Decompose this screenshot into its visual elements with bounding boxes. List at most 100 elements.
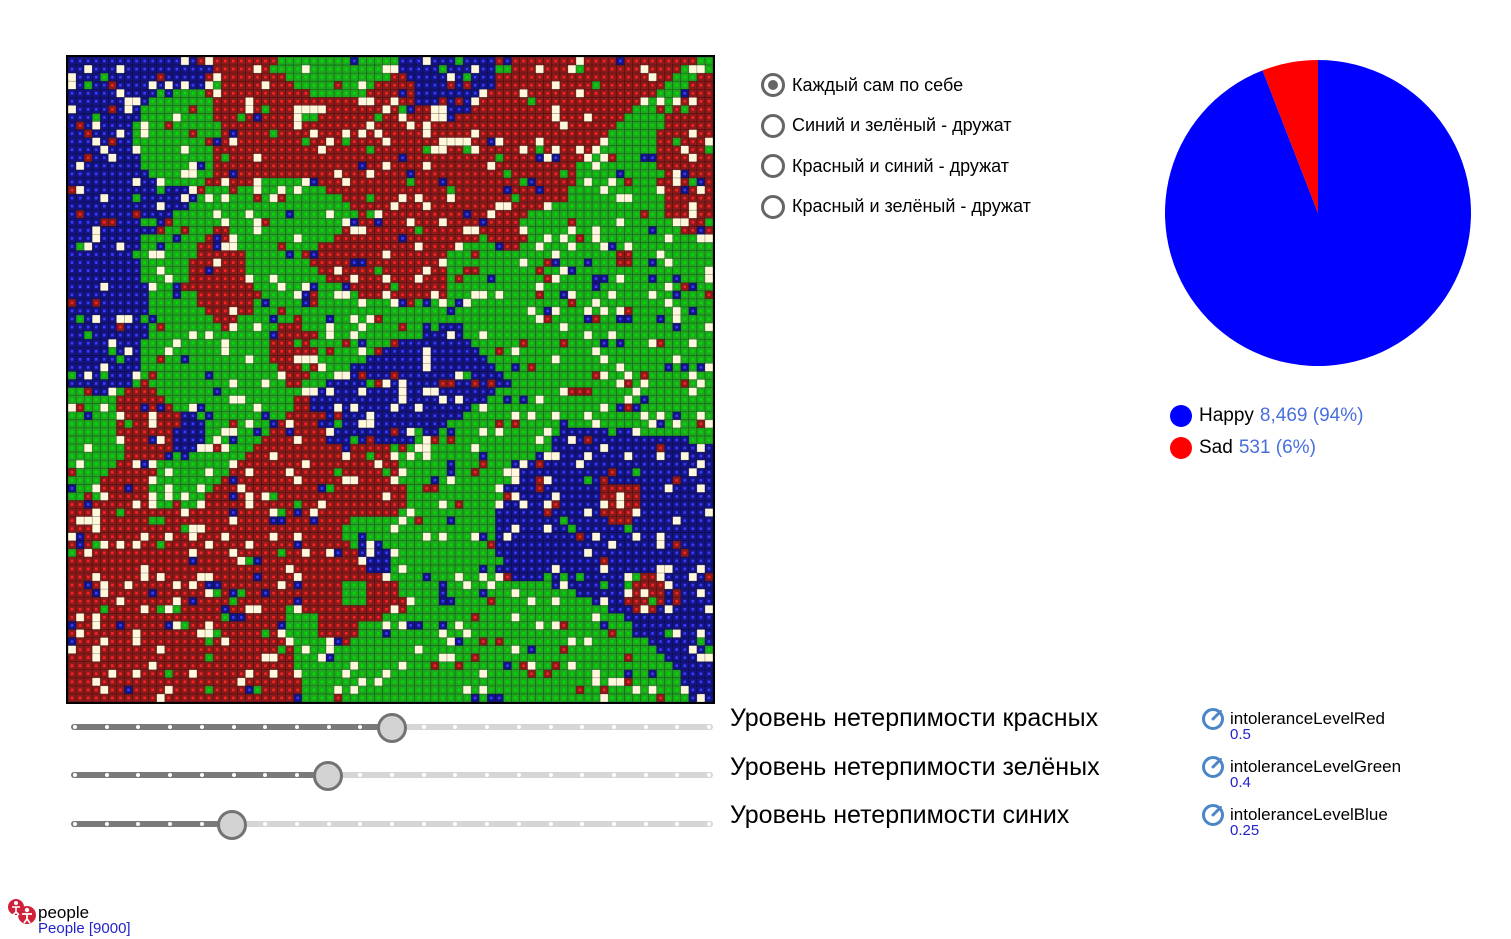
agent-dot	[562, 116, 566, 119]
agent-dot	[489, 108, 493, 111]
agent-dot	[618, 188, 622, 192]
agent-dot	[288, 245, 292, 248]
agent-dot	[498, 132, 501, 135]
agent-dot	[320, 253, 324, 256]
agent-dot	[304, 196, 308, 200]
agent-dot	[135, 124, 138, 127]
agent-dot	[264, 293, 267, 297]
agent-dot	[304, 164, 308, 168]
agent-dot	[207, 140, 211, 143]
agent-dot	[223, 67, 227, 71]
agent-dot	[151, 277, 154, 281]
agent-dot	[167, 285, 171, 289]
agent-dot	[530, 172, 533, 176]
agent-dot	[449, 237, 453, 240]
grid-cell	[350, 315, 359, 324]
agent-dot	[473, 156, 477, 160]
agent-dot	[111, 83, 114, 87]
agent-dot	[481, 172, 485, 176]
agent-dot	[272, 285, 275, 289]
agent-dot	[191, 309, 195, 313]
agent-dot	[457, 132, 461, 135]
agent-dot	[199, 67, 203, 71]
agent-dot	[280, 261, 283, 264]
agent-dot	[336, 180, 340, 184]
agent-dot	[127, 212, 130, 216]
agent-dot	[135, 204, 138, 208]
agent-dot	[554, 132, 558, 135]
grid-cell	[696, 65, 706, 74]
grid-cell	[559, 121, 569, 130]
agent-dot	[675, 253, 679, 256]
agent-dot	[183, 261, 187, 264]
agent-dot	[602, 285, 606, 289]
agent-dot	[207, 212, 211, 216]
agent-dot	[498, 59, 501, 63]
agent-dot	[417, 293, 421, 297]
agent-dot	[627, 212, 630, 216]
agent-dot	[538, 124, 541, 127]
agent-dot	[707, 132, 711, 135]
agent-dot	[385, 124, 388, 127]
agent-dot	[256, 269, 259, 272]
grid-cell	[358, 81, 367, 90]
grid-cell	[414, 242, 424, 251]
grid-cell	[342, 177, 351, 187]
agent-dot	[272, 91, 275, 95]
agent-dot	[683, 212, 687, 216]
agent-dot	[425, 212, 429, 216]
agent-dot	[70, 116, 74, 119]
agent-dot	[691, 196, 695, 200]
agent-dot	[151, 245, 154, 248]
agent-dot	[417, 212, 421, 216]
agent-dot	[667, 188, 670, 192]
agent-dot	[578, 237, 582, 240]
agent-dot	[683, 204, 687, 208]
agent-dot	[441, 293, 445, 297]
agent-dot	[570, 116, 574, 119]
agent-dot	[199, 188, 203, 192]
agent-dot	[70, 140, 74, 143]
agent-dot	[312, 91, 316, 95]
agent-dot	[280, 180, 283, 184]
agent-dot	[119, 253, 122, 256]
agent-dot	[328, 237, 332, 240]
agent-dot	[199, 245, 203, 248]
agent-dot	[175, 180, 179, 184]
agent-dot	[296, 83, 300, 87]
agent-dot	[264, 212, 267, 216]
agent-dot	[465, 212, 469, 216]
agent-dot	[610, 164, 614, 168]
agent-dot	[215, 237, 219, 240]
agent-dot	[699, 301, 703, 305]
agent-dot	[167, 75, 171, 79]
agent-dot	[506, 83, 509, 87]
agent-dot	[280, 204, 283, 208]
agent-dot	[272, 59, 275, 63]
agent-dot	[457, 67, 461, 71]
agent-dot	[514, 156, 517, 160]
agent-dot	[554, 164, 558, 168]
agent-dot	[683, 75, 687, 79]
grid-cell	[664, 282, 673, 292]
agent-dot	[352, 204, 356, 208]
agent-dot	[627, 301, 630, 305]
grid-cell	[430, 290, 440, 300]
agent-dot	[481, 237, 485, 240]
agent-dot	[393, 269, 396, 272]
agent-dot	[683, 124, 687, 127]
agent-dot	[514, 75, 517, 79]
agent-dot	[401, 180, 404, 184]
agent-dot	[602, 116, 606, 119]
agent-dot	[635, 229, 638, 232]
grid-cell	[463, 137, 472, 146]
agent-dot	[530, 293, 533, 297]
agent-dot	[119, 188, 122, 192]
agent-dot	[489, 188, 493, 192]
agent-dot	[127, 301, 130, 305]
agent-dot	[320, 212, 324, 216]
agent-dot	[199, 180, 203, 184]
agent-dot	[530, 108, 533, 111]
agent-dot	[425, 172, 429, 176]
agent-dot	[554, 220, 558, 224]
